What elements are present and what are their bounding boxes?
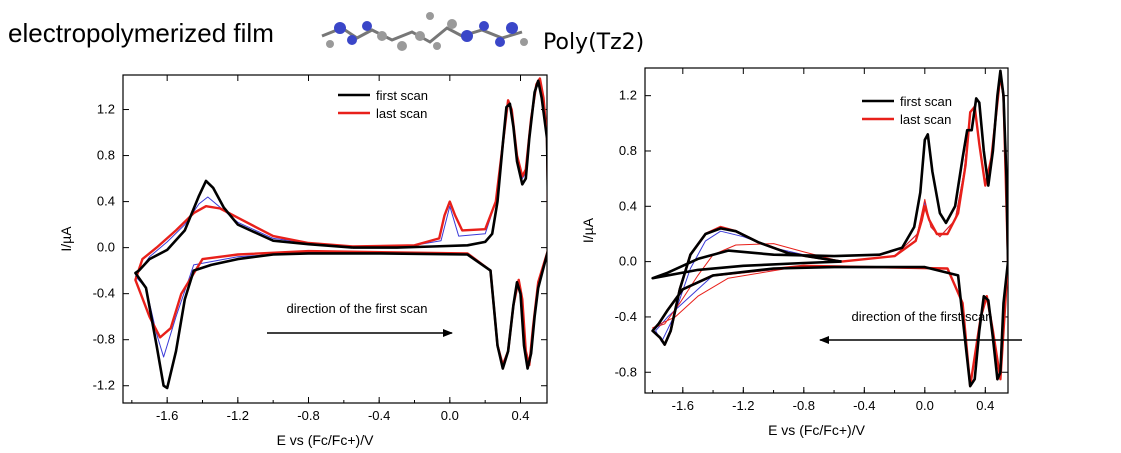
film-title: electropolymerized film (8, 18, 274, 48)
x-tick-label: -0.8 (793, 398, 815, 413)
y-tick-label: -0.4 (93, 286, 115, 301)
series-line-intermediate (655, 73, 1008, 387)
y-tick-label: 0.4 (97, 194, 115, 209)
y-tick-label: 0.8 (619, 143, 637, 158)
x-axis-label: E vs (Fc/Fc+)/V (277, 432, 375, 448)
direction-annotation: direction of the first scan (852, 309, 993, 324)
y-axis-label: I/µA (58, 226, 74, 252)
polymer-title: Poly(Tz2) (543, 30, 645, 55)
y-tick-label: 0.4 (619, 198, 637, 213)
legend-label: first scan (900, 94, 952, 109)
x-axis-label: E vs (Fc/Fc+)/V (768, 422, 866, 438)
direction-annotation: direction of the first scan (287, 301, 428, 316)
x-tick-label: 0.4 (511, 408, 529, 423)
y-tick-label: 1.2 (619, 88, 637, 103)
molecular-structure-icon (321, 12, 528, 51)
x-tick-label: -0.8 (297, 408, 319, 423)
cyclic-voltammogram-left: -1.6 -1.2 -0.8 -0.4 0.0 0.4 -1.2 -0.8 -0.4 0.0 0.4… (58, 74, 548, 448)
y-tick-label: -0.8 (615, 364, 637, 379)
y-tick-label: 0.0 (619, 254, 637, 269)
x-tick-label: -0.4 (853, 398, 875, 413)
x-tick-label: -1.2 (732, 398, 754, 413)
plot-frame (644, 67, 1009, 394)
x-tick-label: 0.4 (976, 398, 994, 413)
y-tick-label: -1.2 (93, 378, 115, 393)
y-tick-label: 0.8 (97, 148, 115, 163)
series-line-intermediate (652, 73, 1008, 387)
legend-label: last scan (376, 106, 427, 121)
legend-label: last scan (900, 112, 951, 127)
x-tick-label: -1.2 (227, 408, 249, 423)
series-line-first-scan (651, 69, 1008, 388)
y-tick-label: 1.2 (97, 102, 115, 117)
x-tick-label: -1.6 (156, 408, 178, 423)
x-tick-label: -1.6 (672, 398, 694, 413)
y-tick-label: 0.0 (97, 240, 115, 255)
plot-frame (122, 74, 548, 404)
x-tick-label: 0.0 (916, 398, 934, 413)
y-tick-label: -0.8 (93, 332, 115, 347)
x-tick-label: 0.0 (441, 408, 459, 423)
legend-label: first scan (376, 88, 428, 103)
y-tick-label: -0.4 (615, 309, 637, 324)
y-axis-label: I/µA (580, 217, 596, 243)
cyclic-voltammogram-right: -1.6 -1.2 -0.8 -0.4 0.0 0.4 -0.8 -0.4 0.0 0.4 0.8 1… (580, 67, 1022, 438)
x-tick-label: -0.4 (368, 408, 390, 423)
series-line-last-scan (134, 77, 547, 367)
series-line-first-scan (134, 79, 547, 390)
